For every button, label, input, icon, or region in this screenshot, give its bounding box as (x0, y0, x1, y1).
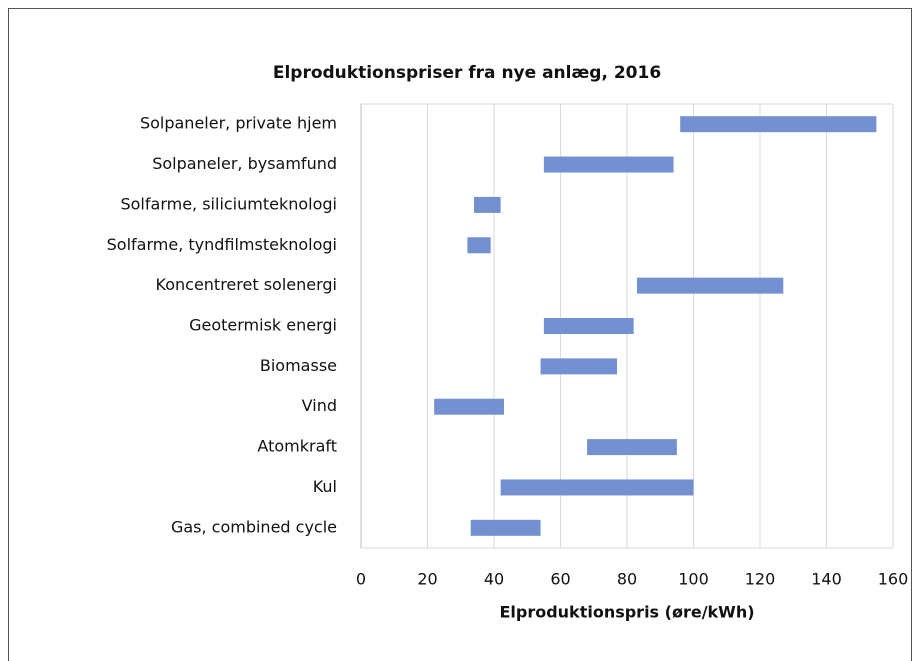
bar (636, 277, 784, 294)
x-tick-label: 0 (356, 570, 366, 589)
y-tick-label: Geotermisk energi (189, 316, 337, 335)
y-tick-label: Gas, combined cycle (171, 517, 337, 536)
y-tick-label: Vind (302, 396, 337, 415)
bar (500, 479, 694, 496)
y-tick-label: Solpaneler, private hjem (140, 114, 337, 133)
chart-title: Elproduktionspriser fra nye anlæg, 2016 (273, 63, 661, 83)
bar (474, 196, 501, 213)
y-tick-label: Solfarme, tyndfilmsteknologi (107, 235, 337, 254)
y-tick-label: Atomkraft (257, 437, 337, 456)
bar (680, 116, 877, 133)
x-tick-label: 140 (811, 570, 842, 589)
x-axis-title: Elproduktionspris (øre/kWh) (499, 603, 754, 622)
bar (434, 398, 504, 415)
x-tick-label: 60 (550, 570, 570, 589)
x-tick-label: 100 (678, 570, 709, 589)
bar (543, 156, 674, 173)
frame (8, 8, 912, 661)
bar (587, 439, 677, 456)
x-tick-label: 120 (745, 570, 776, 589)
bar (467, 237, 491, 254)
y-tick-label: Kul (313, 477, 337, 496)
bar (470, 519, 541, 536)
y-tick-label: Solpaneler, bysamfund (152, 154, 337, 173)
x-tick-label: 160 (878, 570, 909, 589)
bar (540, 358, 618, 375)
x-tick-label: 40 (484, 570, 504, 589)
x-tick-label: 20 (417, 570, 437, 589)
y-tick-label: Solfarme, siliciumteknologi (120, 194, 337, 213)
bar (543, 318, 634, 334)
x-tick-label: 80 (617, 570, 637, 589)
y-tick-label: Biomasse (260, 356, 337, 375)
y-tick-label: Koncentreret solenergi (156, 275, 337, 294)
